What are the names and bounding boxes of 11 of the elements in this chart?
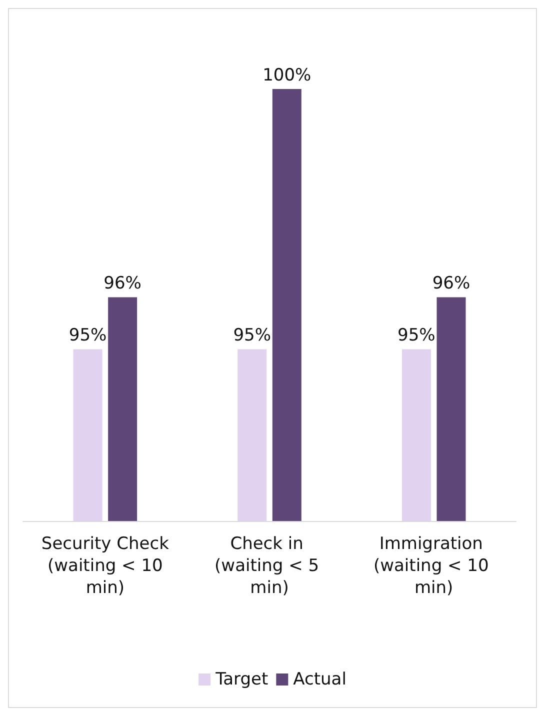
data-label: 96% bbox=[104, 274, 142, 294]
data-label: 95% bbox=[398, 326, 436, 346]
data-label: 100% bbox=[262, 66, 312, 86]
legend-label: Target bbox=[214, 670, 268, 690]
data-label: 96% bbox=[432, 274, 470, 294]
x-tick-label: Security Check (waiting < 10 min) bbox=[41, 534, 170, 598]
x-tick-label: Check in (waiting < 5 min) bbox=[214, 534, 324, 598]
data-label: 95% bbox=[233, 326, 271, 346]
legend-label: Actual bbox=[293, 670, 346, 690]
x-tick-label: Immigration (waiting < 10 min) bbox=[373, 534, 494, 598]
data-label: 95% bbox=[68, 326, 107, 346]
